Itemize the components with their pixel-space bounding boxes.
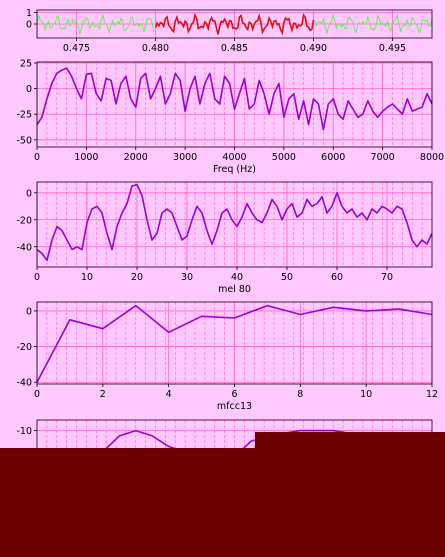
spectrum-xtick-label: 8000: [420, 152, 444, 163]
waveform-line-highlight: [154, 12, 315, 36]
spectrum-xtick-label: 7000: [371, 152, 395, 163]
spectrum-ytick-label: -25: [16, 110, 32, 121]
mfcc-xtick-label: 10: [360, 389, 372, 400]
waveform-xtick-label: 0.475: [63, 43, 90, 54]
occluding-overlay-top: [255, 432, 445, 452]
mel-xtick-label: 50: [281, 272, 293, 283]
spectrum-panel: 250-25-500 1000 2000 3000 4000 5000 6000 7000 80…: [16, 59, 444, 175]
mel-frame: [36, 181, 433, 268]
waveform-line-outside: [314, 13, 433, 34]
spectrum-xtick-label: 4000: [222, 152, 246, 163]
mfcc-ytick-label: -40: [16, 378, 32, 389]
occluding-overlay: [0, 448, 445, 557]
mel-ytick-label: -40: [16, 242, 32, 253]
spectrum-xtick-label: 0: [34, 152, 40, 163]
waveform-ytick-label: 1: [26, 8, 32, 19]
envelope-ytick-label: -10: [16, 426, 32, 437]
waveform-xtick-label: 0.495: [379, 43, 406, 54]
mel-xtick-label: 0: [34, 272, 40, 283]
mel-ytick-label: 0: [26, 188, 32, 199]
spectrum-ytick-label: -50: [16, 135, 32, 146]
spectrum-ytick-label: 25: [20, 59, 32, 70]
waveform-ytick-label: 0: [26, 20, 32, 31]
mfcc-line: [36, 304, 433, 383]
mel-ytick-label: -20: [16, 215, 32, 226]
mfcc-xtick-label: 6: [231, 389, 237, 400]
spectrum-xtick-label: 2000: [124, 152, 148, 163]
mel-xtick-label: 10: [81, 272, 93, 283]
mfcc-xlabel: mfcc13: [217, 401, 252, 412]
waveform-xtick-label: 0.490: [300, 43, 327, 54]
waveform-xtick-label: 0.480: [142, 43, 169, 54]
mel-line: [36, 183, 433, 262]
waveform-panel: 10 0.475 0.480 0.485 0.490 0.495: [26, 8, 433, 54]
mel-xlabel: mel 80: [218, 284, 251, 295]
mfcc-xtick-label: 8: [297, 389, 303, 400]
mel-xtick-label: 60: [331, 272, 343, 283]
mel-panel: 0 -20 -40 0 10 20 30 40 50 60 70 mel 80: [16, 181, 433, 295]
spectrum-xtick-label: 5000: [272, 152, 296, 163]
spectrum-xlabel: Freq (Hz): [213, 164, 256, 175]
waveform-line-outside: [36, 12, 155, 36]
mel-xtick-label: 70: [381, 272, 393, 283]
mfcc-xtick-label: 12: [426, 389, 438, 400]
spectrum-xtick-label: 6000: [321, 152, 345, 163]
mfcc-xtick-label: 2: [100, 389, 106, 400]
mel-xtick-label: 40: [231, 272, 243, 283]
mfcc-ytick-label: -20: [16, 342, 32, 353]
mfcc-xtick-label: 0: [34, 389, 40, 400]
mel-xtick-label: 20: [131, 272, 143, 283]
mfcc-xtick-label: 4: [166, 389, 172, 400]
spectrum-xtick-label: 1000: [74, 152, 98, 163]
mel-xtick-label: 30: [181, 272, 193, 283]
spectrum-xtick-label: 3000: [173, 152, 197, 163]
mfcc-ytick-label: 0: [26, 306, 32, 317]
spectrum-line: [36, 67, 433, 131]
waveform-xtick-label: 0.485: [221, 43, 248, 54]
spectrum-ytick-label: 0: [26, 84, 32, 95]
